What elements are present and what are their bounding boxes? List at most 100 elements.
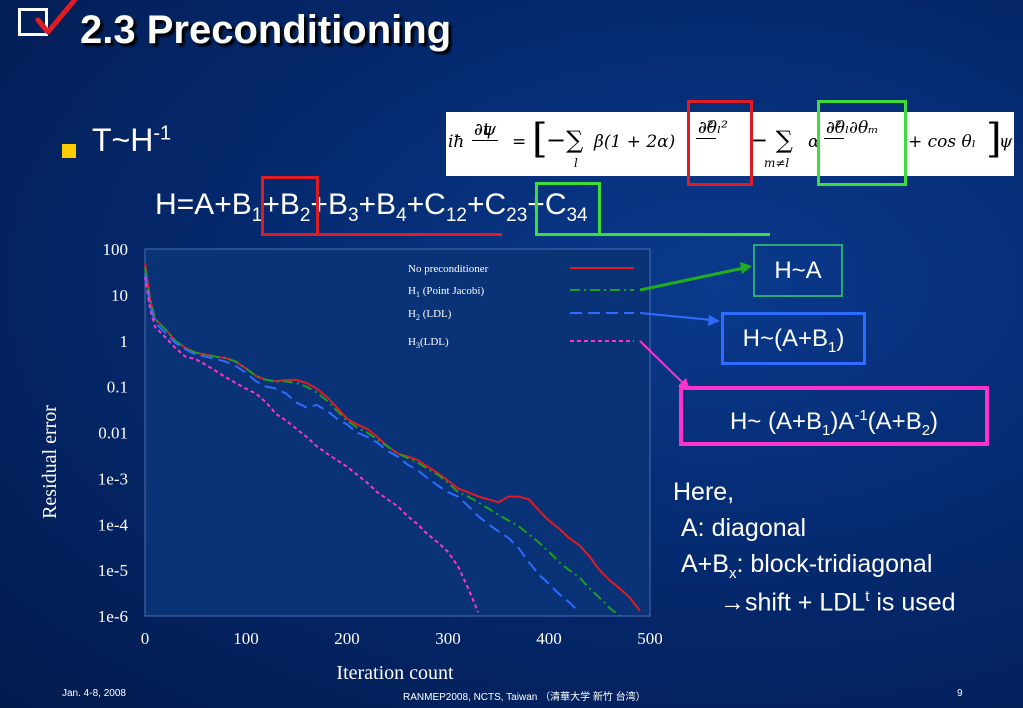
eq-frac2-den: ∂θₗ∂θₘ xyxy=(826,118,879,138)
schrodinger-equation: iħ ∂ψ ∂t = [ −∑ l β(1 + 2α) ∂² ∂θₗ² − ∑ … xyxy=(446,112,1014,176)
eq-equals: = xyxy=(512,132,527,152)
highlight-frac2-box xyxy=(817,100,907,186)
ham-after-4: +C xyxy=(406,188,446,221)
highlight-c12-box xyxy=(535,182,601,236)
legend-label: H2 (LDL) xyxy=(408,308,452,322)
bullet-main: T~H xyxy=(92,122,154,158)
label-h-a-text: H~A xyxy=(774,257,822,284)
arrow-to-h-ldl xyxy=(639,340,685,385)
note-shift-sup: t xyxy=(865,588,870,605)
label-h-ldl: H~ (A+B1)A-1(A+B2) xyxy=(679,386,989,446)
ham-after-3: +B xyxy=(358,188,397,221)
label-h-ldl-p1: H~ (A+B xyxy=(729,408,822,435)
eq-bracket-close: ] xyxy=(986,116,1002,162)
label-h-ldl-p2: )A xyxy=(830,408,855,435)
y-tick-label: 100 xyxy=(103,240,129,259)
ham-after-1: +B xyxy=(262,188,300,221)
bullet-text: T~H-1 xyxy=(92,122,171,159)
ham-after-12: +C xyxy=(466,188,507,221)
label-h-ab1-sub: 1 xyxy=(828,338,837,356)
x-tick-label: 400 xyxy=(536,629,562,648)
label-h-ldl-sub1: 1 xyxy=(821,421,831,439)
note-abx-pre: A+B xyxy=(681,550,729,578)
y-tick-label: 0.01 xyxy=(98,424,128,443)
eq-frac2-num: ∂² xyxy=(824,118,844,139)
y-tick-label: 1e-3 xyxy=(98,469,128,488)
eq-frac1-num: ∂² xyxy=(696,118,716,139)
series-line-2 xyxy=(144,272,581,614)
underline-b-terms xyxy=(318,233,502,236)
footer-page-number: 9 xyxy=(957,688,963,699)
eq-prefix: iħ xyxy=(448,132,465,152)
eq-frac1-den: ∂θₗ² xyxy=(698,118,728,138)
y-tick-label: 0.1 xyxy=(107,378,128,397)
y-tick-label: 1e-5 xyxy=(98,561,128,580)
note-shift-ldl: →shift + LDLt is used xyxy=(720,588,956,617)
label-h-ab1: H~(A+B1) xyxy=(721,312,866,365)
eq-lhs-num: ∂ψ xyxy=(472,120,499,141)
label-h-a: H~A xyxy=(753,244,843,297)
arrow-to-h-a xyxy=(639,266,745,292)
ham-sub-23: 23 xyxy=(506,205,528,226)
label-h-ab1-text: H~(A+B xyxy=(742,325,829,352)
arrow-head-h-a xyxy=(740,262,752,274)
eq-lhs-den: ∂t xyxy=(474,120,490,140)
label-h-ldl-sub2: 2 xyxy=(921,421,931,439)
ham-sub-12: 12 xyxy=(445,205,467,226)
arrow-to-h-ab1 xyxy=(639,312,713,321)
note-abx-post: : block-tridiagonal xyxy=(736,550,933,578)
eq-minus-sum: −∑ xyxy=(546,126,584,154)
ham-sub-1: 1 xyxy=(251,205,263,226)
label-h-ldl-sup: -1 xyxy=(854,407,868,424)
plot-area xyxy=(144,248,651,617)
y-tick-label: 1 xyxy=(120,332,129,351)
footer-date: Jan. 4-8, 2008 xyxy=(62,688,126,699)
x-tick-label: 500 xyxy=(637,629,663,648)
eq-cos-term: + cos θₗ xyxy=(908,132,976,152)
y-tick-label: 10 xyxy=(111,286,128,305)
footer-conference: RANMEP2008, NCTS, Taiwan （清華大学 新竹 台湾） xyxy=(403,692,646,703)
note-here: Here, xyxy=(673,478,735,506)
y-tick-label: 1e-4 xyxy=(98,515,129,534)
eq-sum2-index: m≠l xyxy=(764,156,790,170)
x-tick-label: 100 xyxy=(233,629,259,648)
eq-minus-sum2: − ∑ xyxy=(748,126,793,154)
note-a-diagonal: A: diagonal xyxy=(681,514,807,542)
arrow-head-h-ab1 xyxy=(708,315,720,326)
eq-sum-index: l xyxy=(574,156,578,170)
note-shift-pre: shift + LDL xyxy=(745,588,866,617)
eq-psi: ψ xyxy=(999,132,1013,152)
note-block-tridiagonal: A+Bx: block-tridiagonal xyxy=(681,550,932,582)
eq-bracket-open: [ xyxy=(532,116,548,162)
y-axis-label: Residual error xyxy=(39,405,61,519)
bullet-icon xyxy=(62,144,76,158)
highlight-frac1-box xyxy=(687,100,753,186)
legend-label: H3(LDL) xyxy=(408,336,449,350)
ham-sub-2: 2 xyxy=(299,205,311,226)
ham-sub-3: 3 xyxy=(347,205,359,226)
series-line-1 xyxy=(144,267,621,617)
eq-alpha: α xyxy=(808,132,820,152)
ham-after-23: +C xyxy=(527,188,567,221)
x-tick-label: 200 xyxy=(334,629,360,648)
label-h-ldl-p3: (A+B xyxy=(867,408,922,435)
checkbox-icon xyxy=(18,8,48,36)
legend-label: No preconditioner xyxy=(408,263,489,275)
arrow-right-icon: → xyxy=(720,588,745,617)
note-shift-post: is used xyxy=(869,588,956,617)
eq-beta-term: β(1 + 2α) xyxy=(594,132,676,152)
hamiltonian-equation: H=A+B1+B2+B3+B4+C12+C23+C34 xyxy=(155,188,588,227)
bullet-sup: -1 xyxy=(153,122,172,145)
y-tick-label: 1e-6 xyxy=(98,607,128,626)
highlight-b1-box xyxy=(261,176,319,236)
legend-label: H1 (Point Jacobi) xyxy=(408,285,484,299)
ham-prefix: H=A+B xyxy=(155,188,252,221)
x-tick-label: 300 xyxy=(435,629,461,648)
page-title: 2.3 Preconditioning xyxy=(80,8,452,52)
x-axis-label: Iteration count xyxy=(336,662,454,684)
note-abx-sub: x xyxy=(728,565,737,582)
checkmark-icon xyxy=(35,0,78,35)
x-tick-label: 0 xyxy=(141,629,150,648)
underline-c-terms xyxy=(600,233,770,236)
